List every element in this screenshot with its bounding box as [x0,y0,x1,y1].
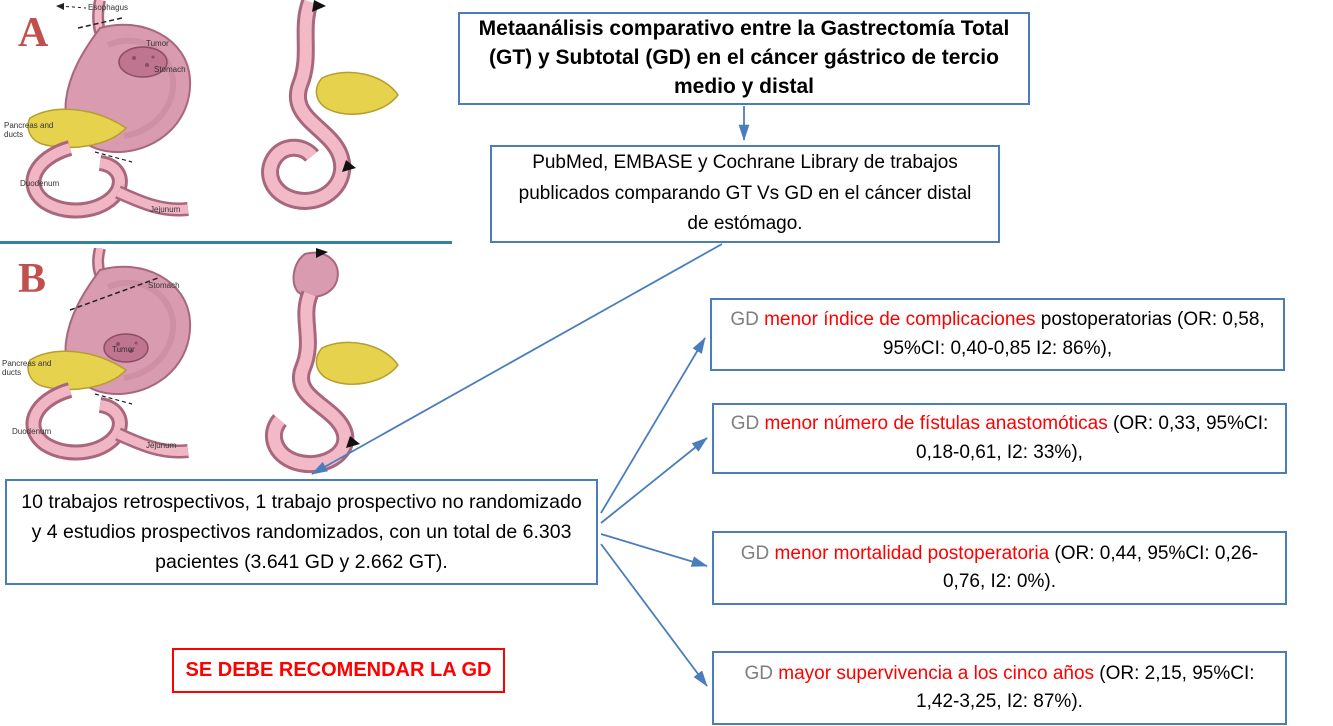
result-rest: postoperatorias (OR: 0,58, 95%CI: 0,40-0… [882,309,1265,359]
jejunum-label-a: Jejunum [150,205,181,214]
gd-label: GD [730,309,765,330]
result-rest: (OR: 2,15, 95%CI: 1,42-3,25, I2: 87%). [916,662,1255,713]
arrow-studies-to-result-3 [600,533,708,567]
studies-box: 10 trabajos retrospectivos, 1 trabajo pr… [5,479,598,585]
result-highlight: mayor supervivencia a los cinco años [778,662,1095,684]
result-box-fistulas: GD menor número de fístulas anastomótica… [712,403,1287,474]
result-text-survival: GD mayor supervivencia a los cinco años … [728,660,1271,717]
result-highlight: menor mortalidad postoperatoria [774,542,1050,564]
panel-b-letter: B [18,256,47,302]
result-text-complications: GD menor índice de complicaciones postop… [726,306,1269,363]
title-text: Metaanálisis comparativo entre la Gastre… [478,17,1010,98]
result-text-mortality: GD menor mortalidad postoperatoria (OR: … [728,540,1271,597]
duodenum-label-b: Duodenum [12,427,52,436]
jejunum-label-b: Jejunum [146,441,177,450]
result-box-mortality: GD menor mortalidad postoperatoria (OR: … [712,531,1287,605]
gastrectomy-panel-a-illustration [25,0,399,219]
pancreas-label-a: Pancreas and ducts [4,121,54,139]
result-box-survival: GD mayor supervivencia a los cinco años … [712,651,1287,725]
arrow-studies-to-result-2 [600,437,708,524]
result-highlight: menor número de fístulas anastomóticas [764,413,1108,434]
result-text-fistulas: GD menor número de fístulas anastomótica… [728,410,1271,467]
stomach-label-a: Stomach [154,65,186,74]
esophagus-label: Esophagus [88,3,129,12]
sources-box: PubMed, EMBASE y Cochrane Library de tra… [490,145,1000,243]
studies-text: 10 trabajos retrospectivos, 1 trabajo pr… [21,490,582,574]
stomach-label-b: Stomach [148,281,180,290]
result-rest: (OR: 0,33, 95%CI: 0,18-0,61, I2: 33%), [916,413,1269,463]
gd-label: GD [740,542,775,564]
result-rest: (OR: 0,44, 95%CI: 0,26-0,76, I2: 0%). [942,542,1259,593]
anatomy-figure: A B Esophagus Tumor Stomach Pancreas and… [0,0,456,478]
recommendation-box: SE DEBE RECOMENDAR LA GD [172,648,505,693]
sources-text: PubMed, EMBASE y Cochrane Library de tra… [518,152,972,235]
pancreas-label-b: Pancreas and ducts [2,359,52,377]
result-highlight: menor índice de complicaciones [764,309,1036,330]
tumor-label-b: Tumor [112,345,135,354]
gd-label: GD [744,662,779,684]
gd-label: GD [730,413,765,434]
recommendation-text: SE DEBE RECOMENDAR LA GD [185,659,492,681]
panel-a-letter: A [18,10,49,56]
gastrectomy-panel-b-illustration [25,248,399,474]
arrow-studies-to-result-4 [600,543,708,687]
panel-divider-line [0,241,452,244]
duodenum-label-a: Duodenum [20,179,60,188]
tumor-label-a: Tumor [146,39,169,48]
title-box: Metaanálisis comparativo entre la Gastre… [458,12,1030,105]
arrow-studies-to-result-1 [600,337,706,514]
result-box-complications: GD menor índice de complicaciones postop… [710,298,1285,371]
